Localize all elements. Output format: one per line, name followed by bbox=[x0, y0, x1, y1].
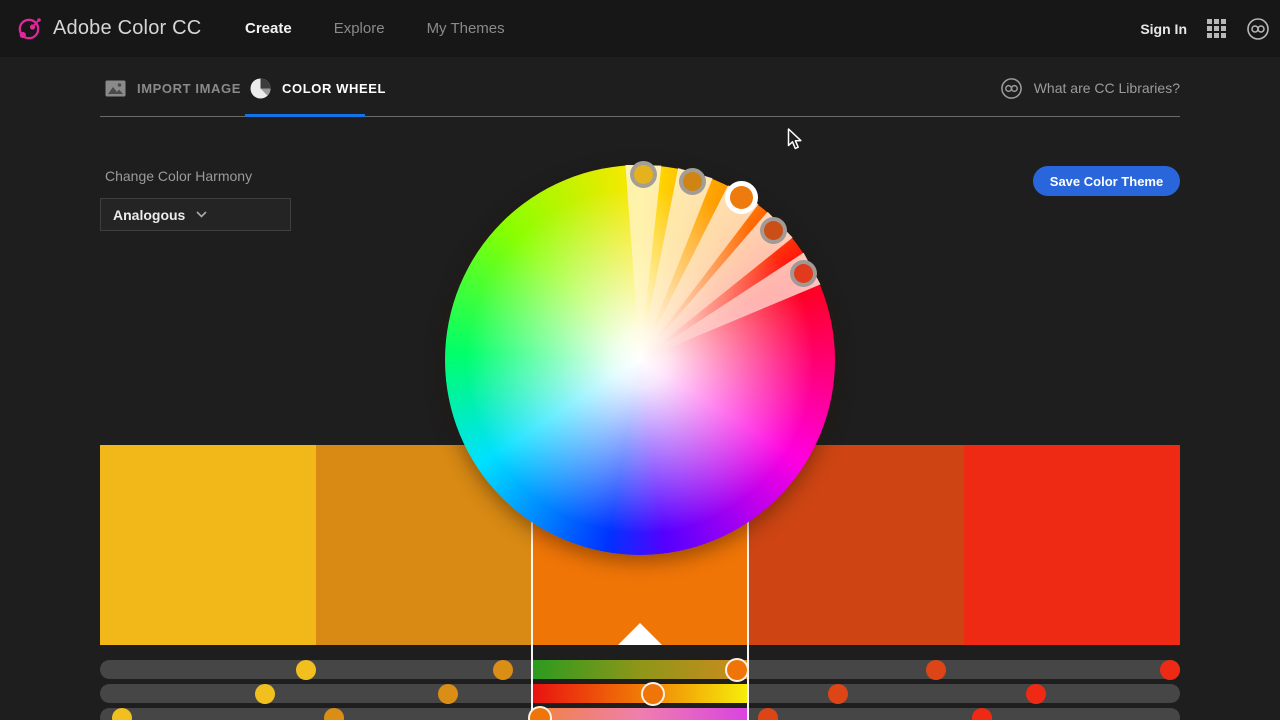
harmony-label: Change Color Harmony bbox=[105, 168, 253, 184]
harmony-dropdown[interactable]: Analogous bbox=[100, 198, 291, 231]
nav-item-my-themes[interactable]: My Themes bbox=[426, 20, 505, 37]
color-wheel[interactable] bbox=[445, 160, 835, 555]
chevron-down-icon bbox=[195, 211, 279, 218]
creative-cloud-icon bbox=[1000, 77, 1023, 100]
slider-handle[interactable] bbox=[828, 683, 848, 704]
slider-handle[interactable] bbox=[725, 657, 749, 682]
creative-cloud-icon[interactable] bbox=[1246, 17, 1270, 41]
swatch[interactable] bbox=[100, 445, 316, 645]
harmony-spoke bbox=[622, 165, 661, 361]
slider-gradient-row1[interactable] bbox=[532, 660, 747, 679]
nav-right: Sign In bbox=[1140, 0, 1270, 57]
wheel-handle[interactable] bbox=[629, 160, 657, 188]
color-wheel-icon bbox=[250, 78, 271, 99]
tab-divider bbox=[100, 116, 1180, 117]
brand-title: Adobe Color CC bbox=[53, 17, 202, 39]
harmony-spoke bbox=[623, 168, 713, 365]
slider-handle[interactable] bbox=[438, 683, 458, 704]
tab-import-image[interactable]: IMPORT IMAGE bbox=[105, 70, 241, 106]
nav-item-create[interactable]: Create bbox=[245, 20, 292, 37]
slider-handle[interactable] bbox=[758, 707, 778, 720]
mouse-cursor bbox=[787, 128, 805, 152]
slider-handle[interactable] bbox=[112, 707, 132, 720]
slider-gradient-row2[interactable] bbox=[532, 684, 747, 703]
slider-handle[interactable] bbox=[972, 707, 992, 720]
tab-import-label: IMPORT IMAGE bbox=[137, 80, 241, 96]
selected-swatch-pointer bbox=[618, 623, 662, 645]
tab-color-wheel-label: COLOR WHEEL bbox=[282, 80, 387, 96]
save-color-theme-button[interactable]: Save Color Theme bbox=[1033, 166, 1180, 196]
swatch[interactable] bbox=[964, 445, 1180, 645]
active-tab-underline bbox=[245, 114, 365, 117]
slider-gradient-row3[interactable] bbox=[532, 708, 747, 720]
slider-handle[interactable] bbox=[926, 659, 946, 680]
slider-handle[interactable] bbox=[1026, 683, 1046, 704]
slider-handle[interactable] bbox=[1160, 659, 1180, 680]
cc-libraries-link[interactable]: What are CC Libraries? bbox=[1000, 70, 1180, 106]
harmony-selected-value: Analogous bbox=[113, 206, 186, 223]
image-icon bbox=[105, 80, 126, 97]
tab-color-wheel[interactable]: COLOR WHEEL bbox=[250, 70, 386, 106]
selection-line-right bbox=[747, 445, 749, 720]
nav-item-explore[interactable]: Explore bbox=[333, 20, 385, 37]
adobe-color-logo-icon bbox=[16, 15, 43, 42]
selection-line-left bbox=[531, 445, 533, 720]
wheel-handle[interactable] bbox=[679, 168, 707, 196]
slider-handle[interactable] bbox=[641, 681, 665, 706]
slider-handle[interactable] bbox=[324, 707, 344, 720]
slider-handle[interactable] bbox=[296, 659, 316, 680]
slider-handle[interactable] bbox=[255, 683, 275, 704]
sign-in-link[interactable]: Sign In bbox=[1140, 20, 1187, 37]
apps-grid-icon[interactable] bbox=[1207, 19, 1226, 38]
cc-libraries-label: What are CC Libraries? bbox=[1033, 80, 1180, 96]
wheel-handle[interactable] bbox=[789, 259, 817, 287]
brand[interactable]: Adobe Color CC bbox=[16, 0, 201, 57]
top-navbar: Adobe Color CC Create Explore My Themes … bbox=[0, 0, 1280, 57]
main-nav: Create Explore My Themes bbox=[245, 0, 505, 57]
slider-handle[interactable] bbox=[493, 659, 513, 680]
wheel-handle[interactable] bbox=[760, 217, 788, 245]
slider-handle[interactable] bbox=[528, 705, 552, 720]
wheel-handle-selected[interactable] bbox=[725, 180, 759, 214]
